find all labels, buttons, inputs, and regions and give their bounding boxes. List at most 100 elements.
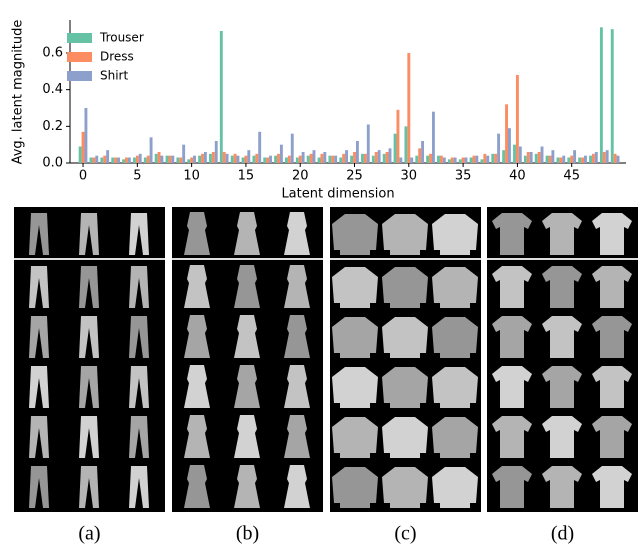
tshirt: [592, 466, 632, 508]
bar: [431, 111, 435, 163]
bar: [559, 157, 563, 163]
bar: [605, 150, 609, 163]
trouser: [79, 366, 99, 408]
y-tick-label: 0.2: [42, 119, 63, 134]
shirt: [382, 467, 428, 508]
bar: [515, 75, 519, 163]
legend-label: Dress: [100, 50, 134, 64]
bar: [447, 159, 451, 163]
x-tick-label: 25: [346, 169, 363, 184]
bar: [507, 128, 511, 163]
bar: [301, 152, 305, 163]
bar: [154, 153, 158, 163]
trouser: [79, 266, 99, 308]
bar: [255, 153, 259, 163]
trouser: [79, 316, 99, 358]
panel-label: (c): [394, 523, 416, 545]
bar: [526, 152, 530, 163]
dress: [234, 365, 260, 408]
bar: [171, 155, 175, 163]
dress: [284, 212, 310, 255]
bar: [190, 157, 194, 163]
bar: [353, 152, 356, 163]
bar: [236, 155, 240, 163]
tshirt: [542, 466, 582, 508]
shirt: [382, 367, 428, 408]
bar: [458, 159, 462, 163]
tshirt: [542, 213, 582, 255]
bar: [613, 153, 617, 163]
shirt: [332, 467, 378, 508]
tshirt: [592, 266, 632, 308]
bar: [399, 157, 403, 163]
trouser: [79, 213, 99, 255]
bar: [209, 153, 212, 163]
bar: [469, 157, 473, 163]
trouser: [129, 266, 149, 308]
shirt: [432, 214, 478, 255]
bar: [92, 157, 96, 163]
bar: [103, 155, 107, 163]
bar: [366, 124, 370, 163]
bar: [312, 150, 316, 163]
x-tick-label: 30: [401, 169, 418, 184]
dress: [184, 212, 210, 255]
bar: [426, 155, 430, 163]
bar: [599, 27, 603, 164]
bar: [277, 153, 280, 163]
legend-swatch: [67, 71, 92, 81]
tshirt: [492, 416, 532, 458]
bar: [610, 29, 614, 163]
bar: [578, 157, 582, 163]
dress: [184, 465, 210, 508]
bar: [328, 155, 332, 163]
dress: [284, 315, 310, 358]
bar: [562, 155, 566, 163]
shirt: [432, 317, 478, 358]
bar: [269, 155, 272, 163]
bar: [222, 152, 226, 163]
dress: [284, 365, 310, 408]
tshirt: [492, 213, 532, 255]
bar: [371, 155, 375, 163]
tshirt: [542, 366, 582, 408]
bar: [89, 157, 93, 163]
bar: [472, 155, 476, 163]
bar: [410, 157, 414, 163]
bar: [529, 152, 533, 163]
tshirt: [542, 316, 582, 358]
tshirt: [592, 213, 632, 255]
bar: [149, 137, 153, 163]
bar: [233, 153, 237, 163]
bar: [295, 157, 299, 163]
bar: [404, 126, 408, 163]
bar: [290, 133, 294, 163]
tshirt: [492, 366, 532, 408]
bar: [594, 152, 598, 163]
shirt: [432, 417, 478, 458]
bar: [230, 155, 234, 163]
image-panel: [487, 207, 638, 512]
bar: [143, 157, 147, 163]
bar: [486, 155, 490, 163]
trouser: [79, 416, 99, 458]
bar: [461, 157, 465, 163]
bar: [241, 157, 245, 163]
bar: [497, 133, 501, 163]
y-axis-label: Avg. latent magnitude: [11, 20, 26, 165]
bar: [219, 31, 223, 163]
bar: [342, 153, 346, 163]
bar: [106, 150, 110, 163]
trouser: [29, 316, 49, 358]
bar: [388, 148, 392, 163]
trouser: [129, 316, 149, 358]
dress: [234, 265, 260, 308]
bar: [513, 144, 516, 163]
panel-bg: [330, 207, 481, 512]
bar: [81, 131, 85, 163]
bar: [117, 157, 120, 163]
bar: [355, 141, 359, 163]
legend-swatch: [67, 52, 92, 62]
bar: [127, 157, 131, 163]
